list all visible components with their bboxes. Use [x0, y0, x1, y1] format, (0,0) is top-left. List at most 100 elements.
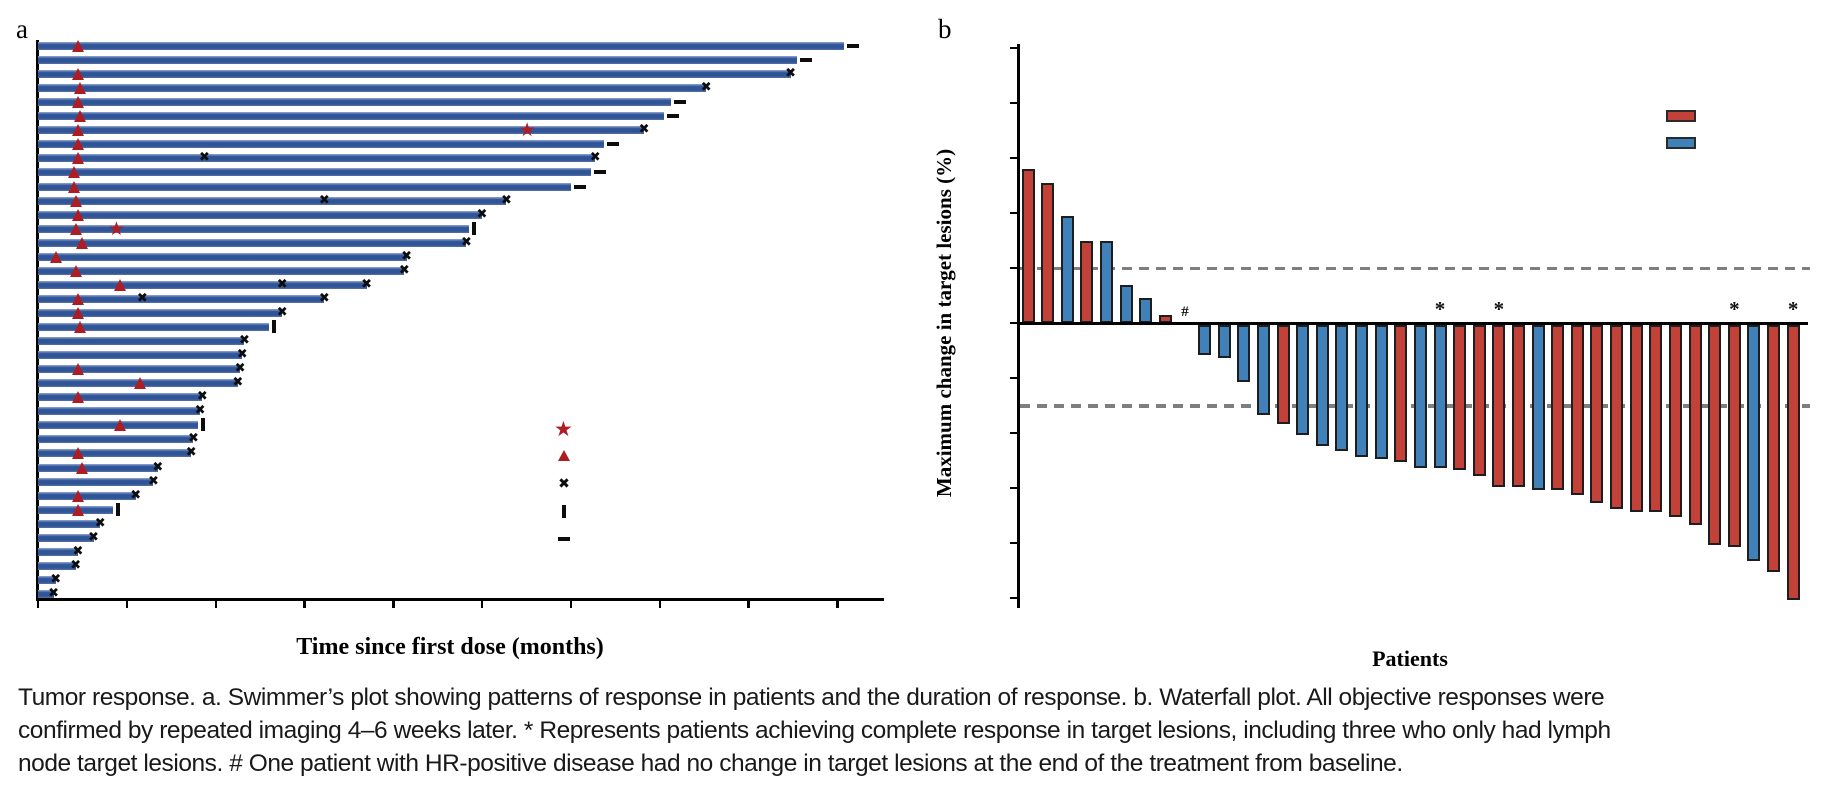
progression-x-icon: ✖ [361, 276, 372, 292]
waterfall-bar-hr-negative [1570, 324, 1584, 495]
swimmer-bar [38, 323, 269, 331]
waterfall-bar-hr-negative [1590, 324, 1604, 504]
progression-x-icon: ✖ [48, 585, 59, 601]
progression-x-icon: ✖ [276, 304, 288, 320]
waterfall-bar-hr-negative [1668, 324, 1682, 517]
swimmer-bar [38, 337, 245, 346]
waterfall-y-tick [1010, 377, 1017, 380]
swimmer-bar [38, 280, 367, 289]
swimmer-x-axis-title: Time since first dose (months) [296, 634, 604, 660]
swimmer-bar [38, 449, 192, 458]
partial-response-triangle-icon [49, 250, 62, 263]
swimmer-bar [38, 519, 101, 528]
swimmer-bar [38, 575, 56, 584]
partial-response-triangle-icon [71, 152, 84, 165]
ongoing-dash-icon [800, 58, 813, 63]
swimmer-bar [38, 238, 467, 247]
waterfall-y-tick [1010, 432, 1017, 435]
waterfall-bar-hr-positive [1747, 324, 1761, 561]
partial-response-triangle-icon [71, 391, 84, 404]
waterfall-bar-hr-negative [1472, 324, 1486, 476]
partial-response-triangle-icon [71, 138, 84, 151]
waterfall-y-axis-title: Maximum change in target lesions (%) [932, 148, 956, 498]
swimmer-x-axis [36, 598, 884, 601]
ongoing-dash-icon [667, 114, 680, 119]
progression-x-icon: ✖ [589, 150, 601, 166]
waterfall-bar-hr-negative [1688, 324, 1702, 526]
legend-hr-negative-swatch [1666, 110, 1696, 122]
progression-x-icon: ✖ [152, 459, 164, 475]
swimmer-bar [38, 351, 243, 360]
partial-response-triangle-icon [67, 166, 80, 179]
swimmer-x-tick [747, 601, 750, 608]
hash-no-change-marker: # [1181, 304, 1189, 320]
swimmer-bar [38, 393, 203, 402]
waterfall-bar-hr-positive [1256, 324, 1270, 416]
waterfall-bar-hr-negative [1767, 324, 1781, 572]
waterfall-bar-hr-positive [1315, 324, 1329, 446]
waterfall-bar-hr-negative [1727, 324, 1741, 548]
progression-x-icon: ✖ [476, 206, 488, 222]
star-complete-response-marker: * [1787, 297, 1799, 321]
partial-response-triangle-icon [71, 363, 84, 376]
progression-x-icon: ✖ [70, 557, 82, 573]
reference-dashed-line [1020, 266, 1810, 270]
legend-complete-response-star-icon: ★ [554, 417, 573, 441]
legend-discontinued-tick-icon [562, 505, 566, 518]
swimmer-x-tick [836, 601, 839, 608]
waterfall-bar-hr-negative [1512, 324, 1525, 487]
waterfall-bar-hr-positive [1139, 298, 1153, 323]
swimmer-bar [38, 547, 78, 556]
caption-line-1: Tumor response. a. Swimmer’s plot showin… [18, 684, 1605, 711]
progression-x-icon: ✖ [147, 473, 159, 489]
waterfall-bar-hr-positive [1374, 324, 1388, 460]
partial-response-triangle-icon [71, 124, 84, 137]
progression-x-icon: ✖ [88, 529, 99, 545]
partial-response-triangle-icon [67, 180, 80, 193]
progression-x-icon: ✖ [401, 248, 412, 264]
swimmer-bar [38, 210, 482, 219]
waterfall-y-tick [1010, 47, 1017, 50]
waterfall-y-tick [1010, 102, 1017, 105]
partial-response-triangle-icon [76, 461, 89, 474]
swimmer-bar [38, 561, 76, 570]
legend-progression-x-icon: ✖ [558, 476, 570, 492]
waterfall-y-tick [1010, 322, 1017, 325]
swimmer-bar [38, 224, 469, 233]
swimmer-x-tick [392, 601, 395, 608]
waterfall-bar-hr-positive [1198, 324, 1212, 355]
progression-x-icon: ✖ [236, 347, 248, 363]
legend-partial-response-triangle-icon [558, 450, 570, 461]
progression-x-icon: ✖ [50, 571, 62, 587]
swimmer-bar [38, 252, 407, 261]
waterfall-y-axis [1017, 44, 1020, 608]
swimmer-x-tick [481, 601, 484, 608]
swimmer-x-tick [303, 601, 306, 608]
swimmer-bar [38, 140, 605, 149]
waterfall-bar-hr-negative [1629, 324, 1643, 512]
waterfall-y-tick [1010, 157, 1017, 160]
waterfall-bar-hr-negative [1276, 324, 1290, 424]
waterfall-bar-hr-negative [1080, 240, 1094, 323]
waterfall-y-tick [1010, 267, 1017, 270]
partial-response-triangle-icon [71, 306, 84, 319]
discontinued-tick-icon [271, 320, 276, 333]
progression-x-icon: ✖ [187, 431, 199, 447]
progression-x-icon: ✖ [234, 361, 246, 377]
discontinued-tick-icon [116, 502, 121, 516]
swimmer-bar [38, 56, 798, 65]
progression-x-icon: ✖ [461, 234, 472, 250]
panel-a-label: a [16, 14, 28, 44]
waterfall-bar-hr-negative [1551, 324, 1565, 490]
partial-response-triangle-icon [71, 489, 84, 502]
partial-response-triangle-icon [69, 264, 82, 277]
progression-x-icon: ✖ [785, 66, 797, 82]
progression-x-icon: ✖ [232, 375, 244, 391]
swimmer-bar [38, 589, 54, 598]
star-complete-response-marker: * [1493, 297, 1505, 321]
swimmer-bar [38, 84, 707, 93]
progression-x-icon: ✖ [196, 389, 208, 405]
progression-x-icon: ✖ [239, 333, 250, 349]
partial-response-triangle-icon [114, 278, 127, 291]
